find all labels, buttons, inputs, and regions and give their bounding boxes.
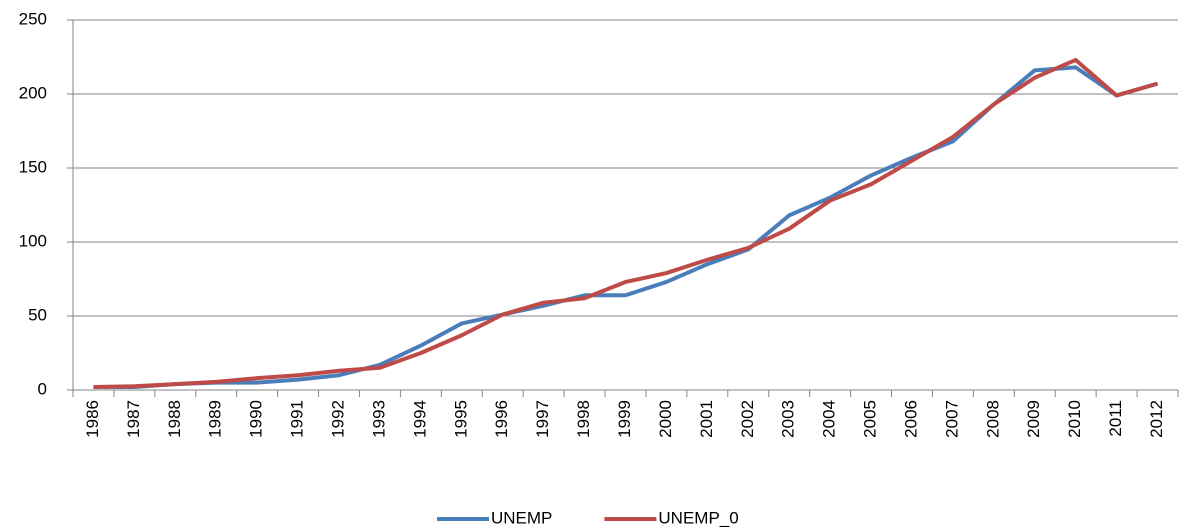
x-tick-label: 1993 [369, 400, 388, 438]
x-tick-label: 2009 [1024, 400, 1043, 438]
x-tick-label: 1992 [329, 400, 348, 438]
x-tick-label: 1997 [533, 400, 552, 438]
legend-label: UNEMP_0 [658, 508, 738, 527]
x-tick-label: 2004 [820, 400, 839, 438]
x-tick-label: 2002 [738, 400, 757, 438]
y-tick-label: 50 [28, 305, 47, 324]
x-tick-label: 1996 [492, 400, 511, 438]
x-tick-label: 2007 [942, 400, 961, 438]
legend-label: UNEMP [491, 508, 552, 527]
y-tick-label: 0 [38, 379, 47, 398]
x-tick-label: 2012 [1147, 400, 1166, 438]
x-tick-label: 1999 [615, 400, 634, 438]
x-tick-label: 2006 [901, 400, 920, 438]
x-tick-label: 2005 [861, 400, 880, 438]
x-tick-label: 1990 [247, 400, 266, 438]
x-tick-label: 1989 [206, 400, 225, 438]
x-tick-label: 2011 [1106, 400, 1125, 437]
x-tick-label: 2003 [779, 400, 798, 438]
x-tick-label: 2010 [1065, 400, 1084, 438]
x-tick-label: 1987 [124, 400, 143, 438]
x-tick-label: 1991 [288, 400, 307, 438]
x-tick-label: 2001 [697, 400, 716, 438]
y-tick-label: 200 [19, 83, 47, 102]
y-tick-label: 100 [19, 231, 47, 250]
x-tick-label: 1998 [574, 400, 593, 438]
x-tick-label: 2008 [983, 400, 1002, 438]
series-line [93, 57, 1159, 390]
y-tick-label: 150 [19, 157, 47, 176]
x-tick-label: 1994 [410, 400, 429, 438]
x-tick-label: 1995 [451, 400, 470, 438]
x-tick-label: 2000 [656, 400, 675, 438]
x-tick-label: 1986 [83, 400, 102, 438]
y-tick-label: 250 [19, 9, 47, 28]
series-line [93, 65, 1159, 390]
x-tick-label: 1988 [165, 400, 184, 438]
